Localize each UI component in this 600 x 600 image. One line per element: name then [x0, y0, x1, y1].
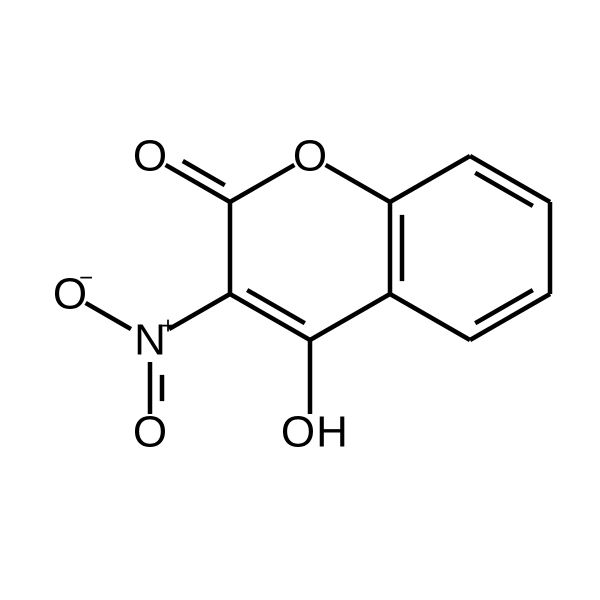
svg-text:O: O — [293, 132, 327, 181]
molecule-diagram: OON+O−OOH — [0, 0, 600, 600]
svg-text:−: − — [79, 265, 93, 292]
svg-text:+: + — [161, 313, 175, 340]
svg-text:H: H — [316, 408, 348, 457]
svg-text:O: O — [281, 408, 315, 457]
svg-text:O: O — [133, 408, 167, 457]
svg-text:O: O — [133, 132, 167, 181]
